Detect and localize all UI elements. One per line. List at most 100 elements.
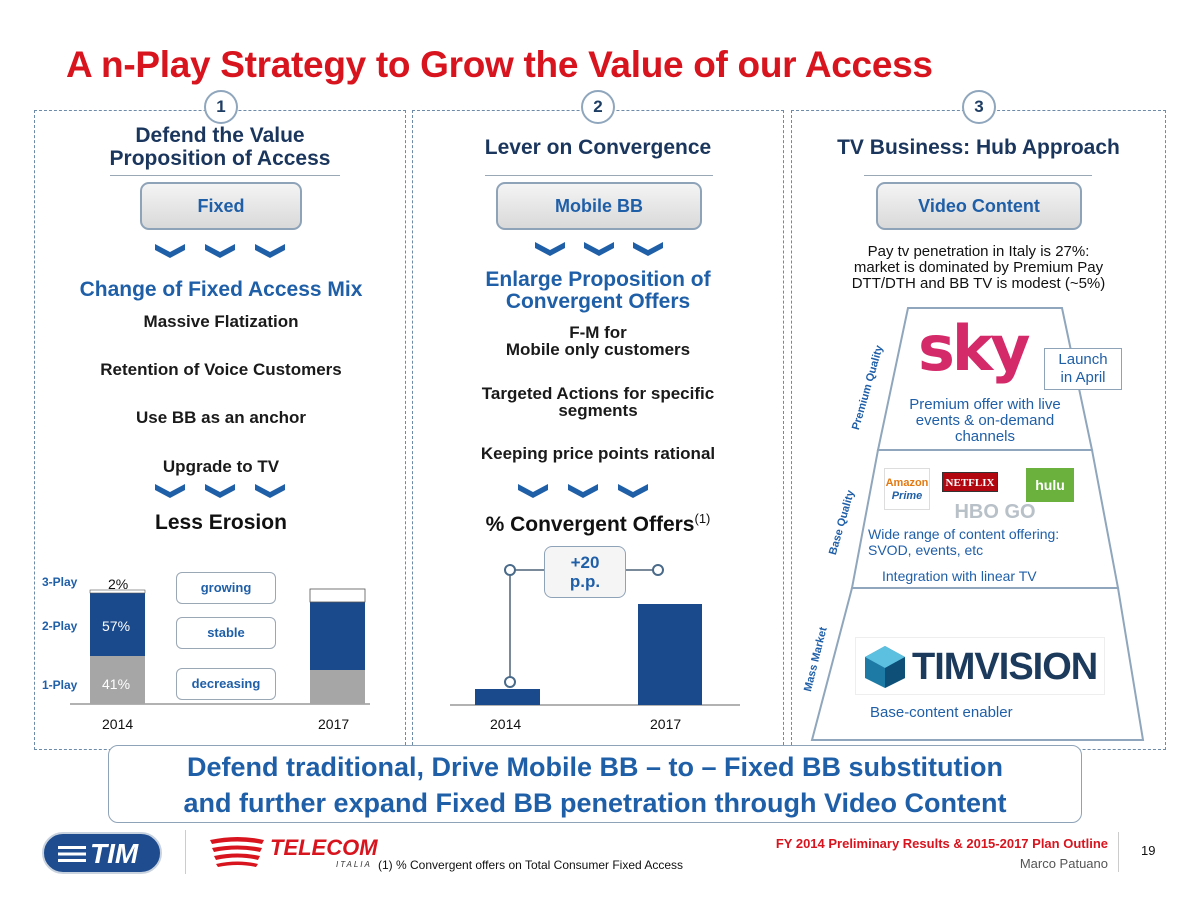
launch-badge: Launch in April bbox=[1044, 348, 1122, 390]
column-2-result-text: % Convergent Offers bbox=[485, 513, 695, 536]
hulu-logo-text: hulu bbox=[1035, 477, 1065, 493]
column-2-result: % Convergent Offers(1) bbox=[415, 511, 781, 537]
column-2-subhead-line1: Enlarge Proposition of bbox=[485, 268, 711, 291]
page-title: A n-Play Strategy to Grow the Value of o… bbox=[66, 44, 933, 85]
amazon-prime-logo: Amazon Prime bbox=[884, 468, 930, 510]
sky-logo-text: sky bbox=[918, 312, 1031, 385]
column-1-subhead: Change of Fixed Access Mix bbox=[79, 278, 363, 301]
column-2-item: Keeping price points rational bbox=[480, 444, 716, 463]
chevron-down-icon bbox=[153, 240, 187, 260]
chevron-down-icon bbox=[533, 238, 567, 258]
column-1-heading-line1: Defend the Value bbox=[135, 124, 305, 147]
integration-text: Integration with linear TV bbox=[882, 568, 1037, 584]
connector-dot-top-right bbox=[652, 564, 664, 576]
chevron-down-icon bbox=[566, 480, 600, 500]
base-offer-line2: SVOD, events, etc bbox=[868, 542, 984, 558]
telecom-logo-sub: ITALIA bbox=[336, 860, 372, 869]
netflix-logo: NETFLIX bbox=[942, 472, 998, 492]
footer-divider bbox=[185, 830, 186, 874]
legend-2-play: 2-Play bbox=[42, 619, 78, 633]
pay-tv-intro-line3: DTT/DTH and BB TV is modest (~5%) bbox=[851, 275, 1106, 292]
legend-1-play: 1-Play bbox=[42, 678, 78, 692]
column-2-subhead: Enlarge Proposition of Convergent Offers bbox=[415, 269, 781, 313]
footnote-marker: (1) bbox=[694, 511, 711, 526]
column-2-item-line1: Targeted Actions for specific bbox=[481, 384, 715, 403]
data-label-1-play-2014: 41% bbox=[102, 676, 131, 692]
connector-dot-top-left bbox=[504, 564, 516, 576]
data-label-3-play-2014: 2% bbox=[108, 576, 129, 592]
base-offer-line1: Wide range of content offering: bbox=[868, 526, 1060, 542]
column-2-item-line1: F-M for bbox=[569, 323, 627, 342]
column-1-item: Massive Flatization bbox=[143, 312, 299, 331]
chevron-down-icon bbox=[203, 480, 237, 500]
chevron-down-icon bbox=[203, 240, 237, 260]
bar-2014-2-play bbox=[90, 593, 145, 656]
column-2-item-line2: Mobile only customers bbox=[505, 340, 691, 359]
bar-2017 bbox=[638, 604, 702, 705]
bar-2017-1-play bbox=[310, 670, 365, 704]
telecom-italia-logo: TELECOM ITALIA bbox=[208, 832, 378, 872]
timvision-cube-icon bbox=[865, 646, 905, 688]
hulu-logo: hulu bbox=[1026, 468, 1074, 502]
tim-logo: TIM bbox=[42, 832, 162, 874]
column-3-underline bbox=[864, 175, 1092, 176]
launch-badge-line1: Launch bbox=[1058, 351, 1108, 368]
data-label-2-play-2014: 57% bbox=[102, 618, 131, 634]
timvision-logo: TIMVISION bbox=[855, 637, 1105, 695]
footer-presenter: Marco Patuano bbox=[1019, 856, 1108, 871]
growth-annotation-value: +20 bbox=[570, 553, 600, 572]
chevron-down-icon bbox=[516, 480, 550, 500]
x-tick-2017: 2017 bbox=[318, 716, 350, 732]
timvision-logo-text: TIMVISION bbox=[912, 646, 1098, 688]
x-tick-2014: 2014 bbox=[490, 716, 522, 732]
chevron-down-icon bbox=[631, 238, 665, 258]
step-number-3: 3 bbox=[962, 90, 996, 124]
column-2-item-line2: segments bbox=[558, 401, 638, 420]
bar-2014 bbox=[475, 689, 540, 705]
summary-line2: and further expand Fixed BB penetration … bbox=[183, 788, 1007, 818]
footer-right-divider bbox=[1118, 832, 1119, 872]
column-1-item: Use BB as an anchor bbox=[135, 408, 307, 427]
column-1-result: Less Erosion bbox=[155, 511, 287, 534]
tim-logo-stripes bbox=[58, 846, 86, 862]
mass-market-text: Base-content enabler bbox=[870, 704, 1013, 721]
tim-logo-text: TIM bbox=[90, 838, 139, 869]
footer-presentation-title: FY 2014 Preliminary Results & 2015-2017 … bbox=[775, 836, 1108, 851]
column-2-subhead-line2: Convergent Offers bbox=[505, 290, 691, 313]
summary-line1: Defend traditional, Drive Mobile BB – to… bbox=[186, 752, 1004, 782]
column-2-item: Targeted Actions for specific segments bbox=[415, 385, 781, 419]
hbo-go-logo-text: HBO GO bbox=[954, 501, 1036, 523]
launch-badge-line2: in April bbox=[1060, 369, 1106, 386]
telecom-logo-text: TELECOM bbox=[270, 835, 378, 860]
column-1-item: Upgrade to TV bbox=[162, 457, 280, 476]
column-2-item: F-M for Mobile only customers bbox=[415, 324, 781, 358]
amazon-logo-line2: Prime bbox=[891, 490, 923, 502]
convergent-offers-chart bbox=[450, 564, 740, 706]
x-tick-2017: 2017 bbox=[650, 716, 682, 732]
column-3-heading: TV Business: Hub Approach bbox=[837, 136, 1120, 159]
growing-box: growing bbox=[176, 572, 276, 604]
video-content-pill: Video Content bbox=[876, 182, 1082, 230]
access-mix-chart bbox=[70, 588, 370, 705]
page-number: 19 bbox=[1141, 843, 1156, 858]
sky-logo: sky bbox=[918, 316, 1038, 386]
fixed-pill: Fixed bbox=[140, 182, 302, 230]
pay-tv-intro-line1: Pay tv penetration in Italy is 27%: bbox=[867, 243, 1090, 260]
telecom-flag-icon bbox=[210, 837, 264, 867]
mobile-bb-pill: Mobile BB bbox=[496, 182, 702, 230]
premium-offer-line2: events & on-demand bbox=[915, 412, 1055, 429]
growth-annotation: +20 p.p. bbox=[544, 546, 626, 598]
pay-tv-intro-line2: market is dominated by Premium Pay bbox=[853, 259, 1104, 276]
chevron-down-icon bbox=[582, 238, 616, 258]
legend-3-play: 3-Play bbox=[42, 575, 78, 589]
step-number-2: 2 bbox=[581, 90, 615, 124]
bar-2017-2-play bbox=[310, 602, 365, 670]
column-2-heading: Lever on Convergence bbox=[484, 136, 712, 159]
base-offer-text: Wide range of content offering: SVOD, ev… bbox=[868, 526, 1138, 558]
column-1-heading: Defend the Value Proposition of Access bbox=[60, 124, 380, 170]
bar-2014-1-play bbox=[90, 656, 145, 704]
hbo-go-logo: HBO GO bbox=[950, 500, 1040, 524]
premium-offer-line3: channels bbox=[954, 428, 1016, 445]
column-1-item: Retention of Voice Customers bbox=[100, 360, 342, 379]
chevron-down-icon bbox=[253, 480, 287, 500]
